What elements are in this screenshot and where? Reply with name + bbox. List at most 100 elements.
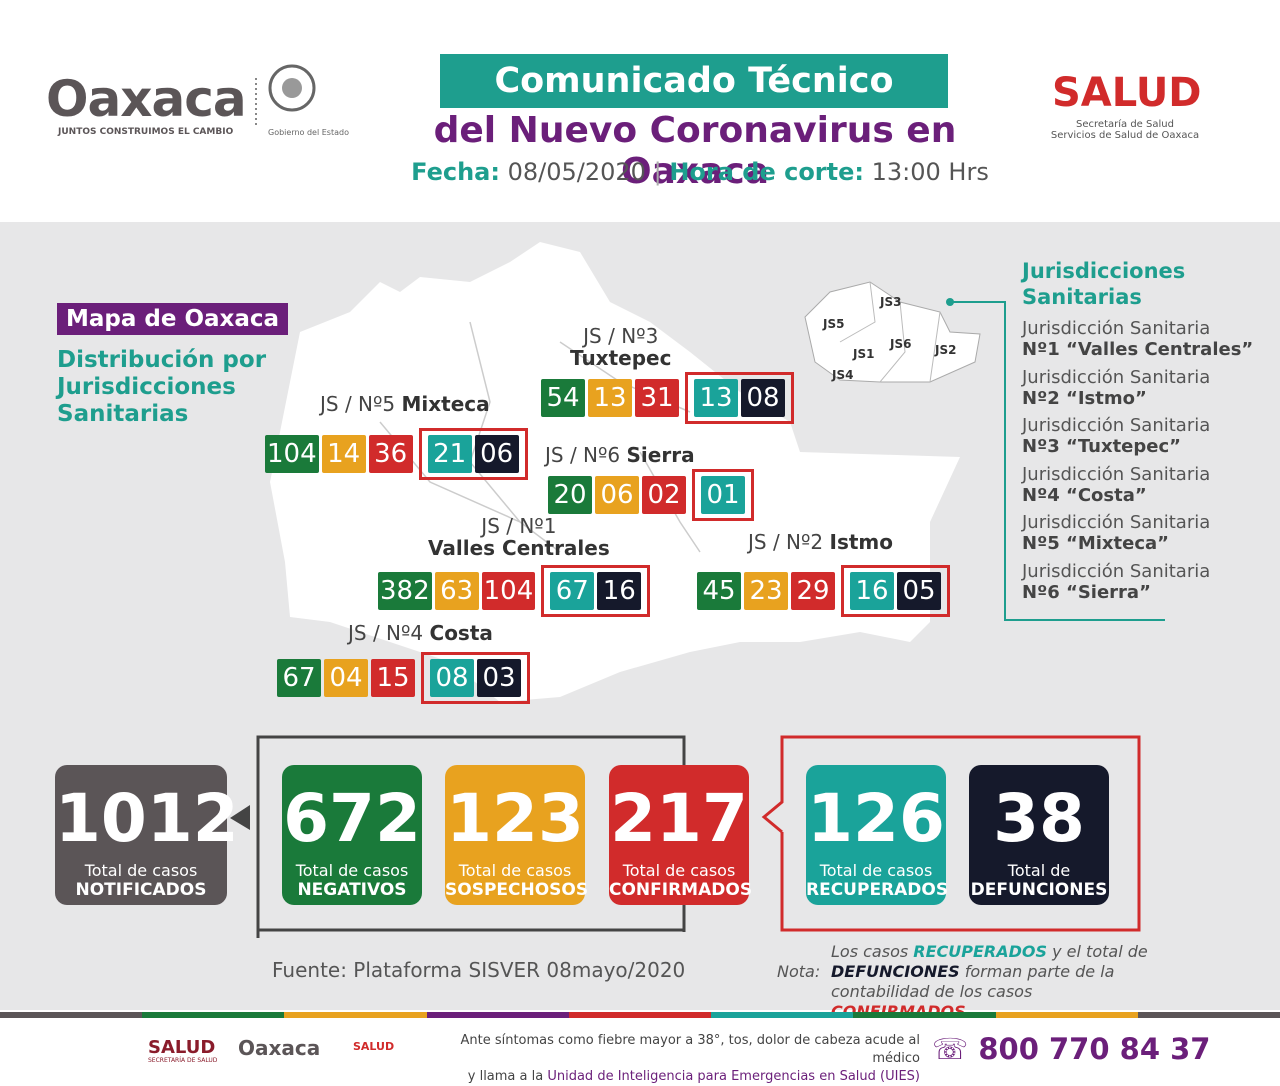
stripe-segment [853, 1012, 996, 1018]
legend-item: Jurisdicción Sanitaria Nº2 “Istmo” [1022, 367, 1210, 409]
count-box: 15 [371, 659, 415, 697]
legend-line1: Jurisdicción Sanitaria [1022, 366, 1211, 388]
subtitle: del Nuevo Coronavirus en Oaxaca [433, 110, 957, 192]
total-card: 123 Total de casos SOSPECHOSOS [445, 765, 589, 905]
legend-title: Jurisdicciones Sanitarias [1022, 259, 1186, 309]
count-box: 63 [434, 572, 479, 610]
count-box: 08 [430, 659, 474, 697]
jurisdiction-label: JS / Nº5 Mixteca [320, 393, 490, 415]
outcome-box: 08 03 [421, 652, 530, 704]
jurisdiction-label: JS / Nº2 Istmo [748, 531, 893, 553]
count-box: 05 [897, 572, 941, 610]
stripe-segment [995, 1012, 1138, 1018]
note-part: DEFUNCIONES [831, 962, 960, 981]
time: 13:00 Hrs [871, 158, 989, 186]
legend-line1: Jurisdicción Sanitaria [1022, 463, 1211, 485]
jurisdiction-code: JS / Nº3 [583, 324, 659, 348]
count-box: 04 [324, 659, 368, 697]
logo: Oaxaca [46, 70, 247, 128]
count-box: 104 [481, 572, 536, 610]
count-box: 06 [474, 435, 519, 473]
jurisdiction-name: Istmo [829, 530, 894, 554]
outcome-box: 67 16 [541, 565, 651, 617]
legend-line2: Nº3 “Tuxtepec” [1022, 436, 1181, 457]
note-part: y el total de [1047, 942, 1148, 961]
legend-line2: Nº1 “Valles Centrales” [1022, 339, 1254, 360]
count-box: 54 [541, 379, 585, 417]
count-box: 21 [427, 435, 472, 473]
mini-map-label: JS1 [853, 347, 875, 361]
total-card: 217 Total de casos CONFIRMADOS [609, 765, 753, 905]
total-card: 126 Total de casos RECUPERADOS [806, 765, 949, 905]
map-tag: Mapa de Oaxaca [57, 303, 289, 335]
stripe-segment [284, 1012, 427, 1018]
total-label1: Total de casos [84, 861, 198, 880]
total-label1: Total de [1007, 861, 1071, 880]
logo-tagline: JUNTOS CONSTRUIMOS EL CAMBIO [58, 127, 234, 137]
stripe-segment [568, 1012, 712, 1018]
total-card: 672 Total de casos NEGATIVOS [282, 765, 422, 905]
total-label1: Total de casos [458, 861, 572, 880]
count-box: 382 [378, 572, 432, 610]
legend-item: Jurisdicción Sanitaria Nº1 “Valles Centra… [1022, 318, 1253, 360]
jurisdiction-name: Costa [429, 621, 493, 645]
government: Gobierno del Estado [268, 128, 349, 137]
salud-sub: Secretaría de Salud Servicios de Salud d… [1040, 119, 1210, 141]
footer-line2: y llama a la [467, 1069, 548, 1084]
footer-salud: SALUD [148, 1037, 216, 1058]
map-subtitle: Distribución por Jurisdicciones Sanitari… [57, 347, 267, 427]
jurisdiction-name: Sierra [626, 443, 695, 467]
count-box: 14 [321, 435, 366, 473]
stripe-segment [711, 1012, 854, 1018]
jurisdiction-row: 382 63 104 67 16 [378, 565, 651, 617]
phone: ☏ 800 770 84 37 [932, 1032, 1211, 1066]
footer-highlight: Unidad de Inteligencia para Emergencias … [547, 1069, 920, 1084]
legend-line2: Nº5 “Mixteca” [1022, 533, 1169, 554]
total-label2: NEGATIVOS [297, 880, 407, 900]
legend-item: Jurisdicción Sanitaria Nº4 “Costa” [1022, 464, 1210, 506]
note-part: forman parte de la contabilidad de los c… [831, 962, 1115, 1001]
legend-line1: Jurisdicción Sanitaria [1022, 415, 1211, 436]
note-part: Los casos [831, 942, 914, 961]
source: Fuente: Plataforma SISVER 08mayo/2020 [272, 958, 686, 982]
total-value: 123 [446, 780, 584, 857]
legend-line2: Nº6 “Sierra” [1022, 581, 1151, 603]
date-line: Fecha: 08/05/2020 | Hora de corte: 13:00… [411, 158, 989, 186]
jurisdiction-code: JS / Nº2 [748, 530, 824, 554]
title: Comunicado Técnico Diario [440, 54, 948, 155]
jurisdiction-code: JS / Nº5 [320, 392, 396, 416]
time-label: Hora de corte: [669, 158, 864, 186]
stripe-segment [1137, 1012, 1280, 1018]
note: Los casos RECUPERADOS y el total de DEFU… [831, 942, 1176, 1022]
count-box: 06 [595, 476, 639, 514]
outcome-box: 16 05 [841, 565, 950, 617]
mini-map-label: JS2 [935, 343, 957, 357]
mini-map-label: JS5 [823, 317, 845, 331]
footer-text: Ante síntomas como fiebre mayor a 38°, t… [410, 1032, 920, 1086]
jurisdiction-code: JS / Nº6 [545, 443, 621, 467]
count-box: 02 [642, 476, 686, 514]
legend-line1: Jurisdicción Sanitaria [1022, 318, 1211, 339]
legend-line1: Jurisdicción Sanitaria [1022, 512, 1211, 533]
count-box: 16 [597, 572, 642, 610]
jurisdiction-label: JS / Nº1 Valles Centrales [428, 515, 610, 559]
legend-item: Jurisdicción Sanitaria Nº6 “Sierra” [1022, 561, 1210, 603]
total-label2: CONFIRMADOS [609, 880, 753, 900]
legend-line2: Nº4 “Costa” [1022, 484, 1147, 506]
jurisdiction-row: 45 23 29 16 05 [697, 565, 950, 617]
coat-of-arms [255, 64, 316, 128]
total-label2: RECUPERADOS [806, 880, 949, 900]
count-box: 03 [477, 659, 521, 697]
outcome-box: 01 [692, 469, 754, 521]
jurisdiction-row: 67 04 15 08 03 [277, 652, 530, 704]
footer-line1: Ante síntomas como fiebre mayor a 38°, t… [460, 1033, 920, 1066]
total-label2: SOSPECHOSOS [445, 880, 589, 900]
total-value: 217 [610, 780, 748, 857]
count-box: 29 [791, 572, 835, 610]
jurisdiction-row: 54 13 31 13 08 [541, 372, 794, 424]
jurisdiction-label: JS / Nº4 Costa [348, 622, 493, 644]
mini-map-label: JS6 [890, 337, 912, 351]
footer-salud-sub: SECRETARÍA DE SALUD [148, 1057, 218, 1064]
total-label2: NOTIFICADOS [75, 880, 207, 900]
stripe-segment [142, 1012, 285, 1018]
